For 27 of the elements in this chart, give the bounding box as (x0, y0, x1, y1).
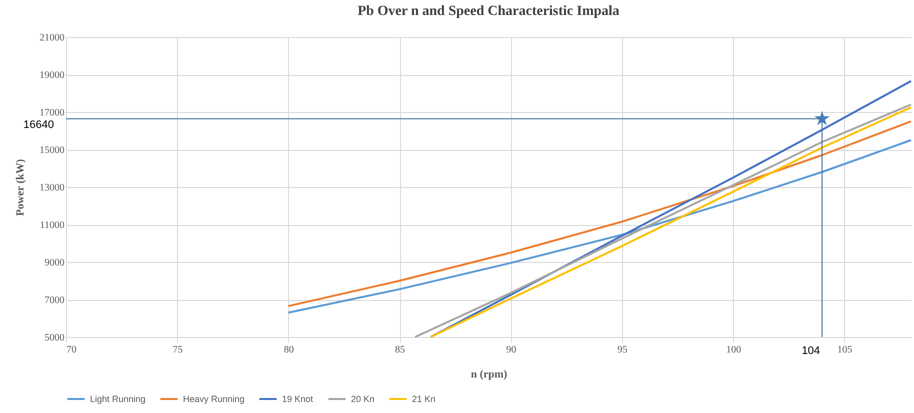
x-tick-label: 80 (284, 344, 294, 356)
legend-label: 20 Kn (351, 394, 375, 404)
legend-label: Light Running (90, 394, 146, 404)
y-tick-label: 15000 (40, 145, 64, 156)
chart-title: Pb Over n and Speed Characteristic Impala (358, 4, 620, 19)
legend-label: 21 Kn (412, 394, 436, 404)
y-tick-label: 5000 (44, 332, 64, 344)
x-tick-label: 105 (837, 344, 852, 356)
x-tick-label: 75 (172, 344, 183, 356)
x-tick-label: 85 (395, 344, 406, 356)
y-axis-title: Power (kW) (14, 158, 26, 216)
y-tick-label: 21000 (40, 32, 64, 44)
y-tick-label: 19000 (40, 70, 64, 81)
y-tick-label: 11000 (40, 220, 64, 231)
y-tick-label: 17000 (40, 108, 64, 118)
y-tick-label: 13000 (40, 182, 64, 194)
ref-line-label: 104 (802, 345, 820, 357)
ref-line-label: 16640 (23, 118, 54, 131)
legend-label: Heavy Running (183, 394, 245, 404)
x-axis-title: n (rpm) (470, 368, 508, 380)
legend-label: 19 Knot (282, 394, 314, 404)
y-tick-label: 9000 (44, 258, 64, 268)
x-tick-label: 100 (726, 344, 742, 356)
y-tick-label: 7000 (44, 295, 64, 306)
x-tick-label: 70 (66, 344, 76, 356)
x-tick-label: 90 (506, 344, 516, 356)
x-tick-label: 95 (617, 344, 628, 356)
